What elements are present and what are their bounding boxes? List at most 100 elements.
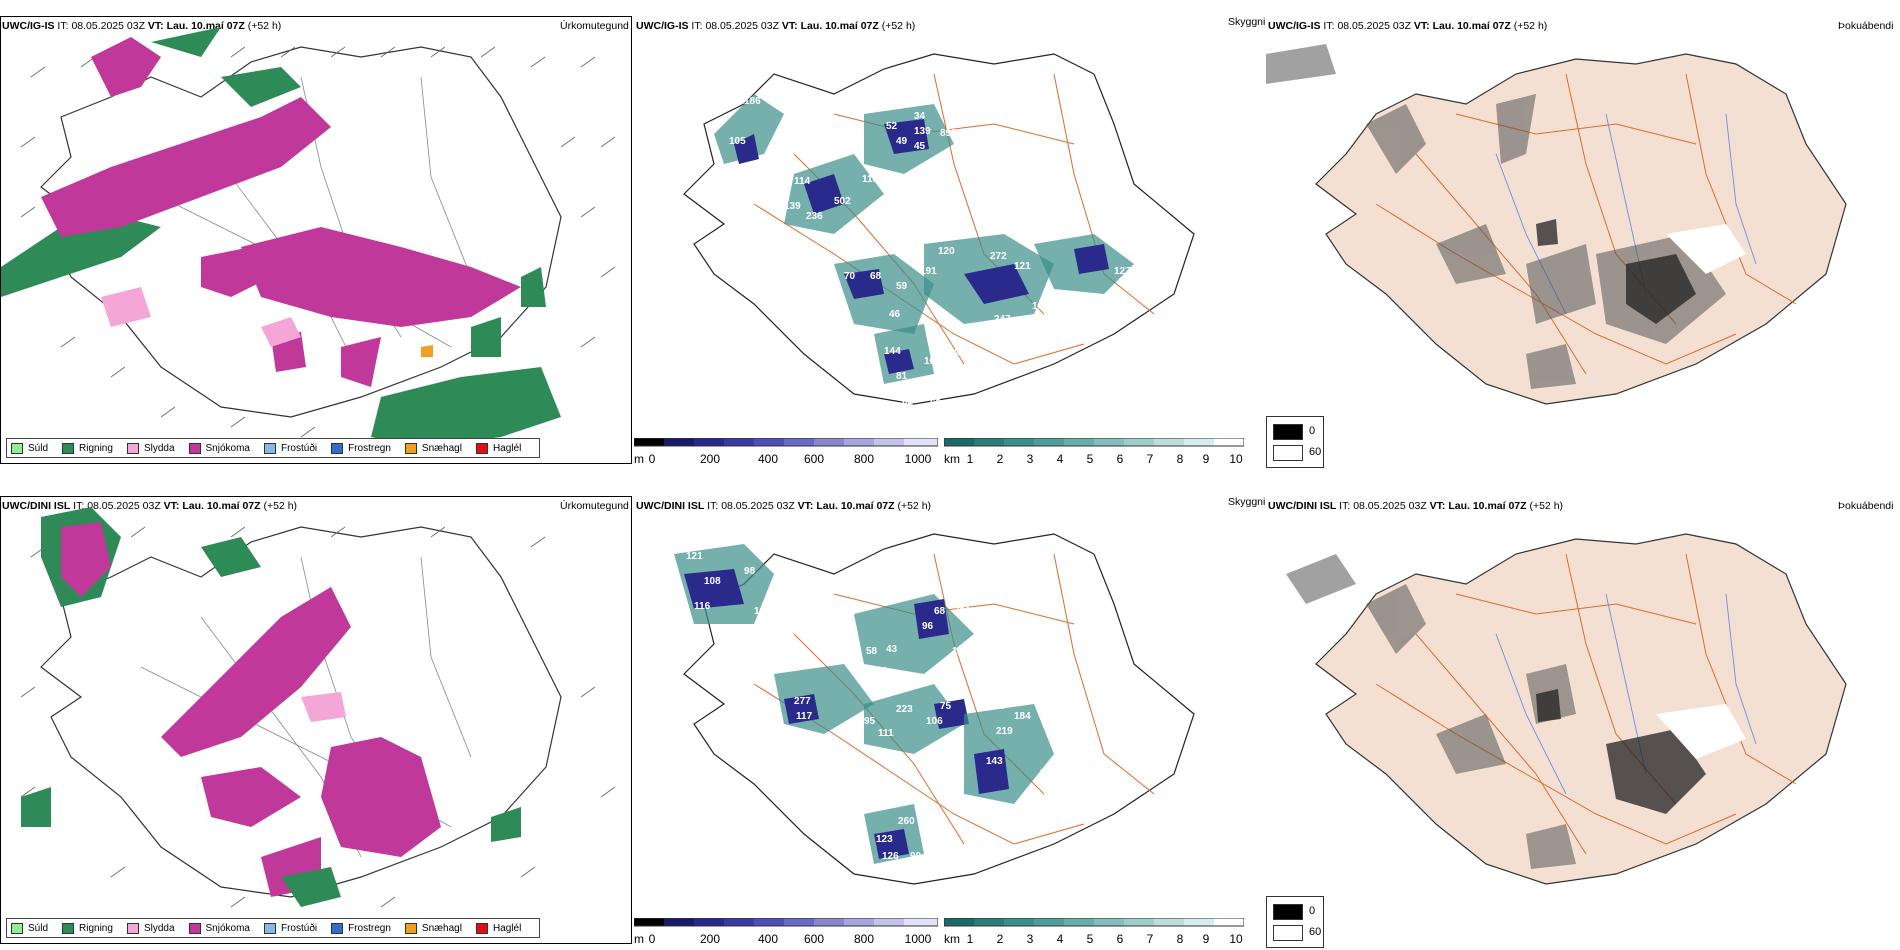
ceiling-label: 91: [954, 348, 966, 359]
lead-time: (+52 h): [881, 20, 916, 32]
fog-legend-high: 60: [1309, 446, 1322, 458]
ceiling-label: 272: [990, 251, 1007, 262]
legend-label: Frostregn: [348, 442, 391, 454]
legend-label: Slydda: [143, 442, 175, 454]
model-name: UWC/DINI ISL: [2, 500, 71, 512]
legend-swatch: [11, 442, 23, 454]
param-title: Skyggni: [1228, 496, 1266, 508]
ceiling-tick: 0: [648, 932, 656, 946]
vis-tick: 7: [1146, 932, 1154, 946]
legend-swatch: [62, 442, 75, 454]
ceiling-label: 126: [729, 226, 746, 237]
ceiling-label: 729: [954, 606, 971, 617]
legend-label: Súld: [28, 442, 49, 454]
panel-header: UWC/IG-IS IT: 08.05.2025 03Z VT: Lau. 10…: [636, 20, 915, 32]
ceiling-label: 75: [940, 701, 952, 712]
ceiling-tick: 600: [803, 932, 825, 946]
vis-tick: 2: [996, 452, 1004, 466]
vt-value: Lau. 10.maí 07Z: [166, 20, 245, 32]
precip-map[interactable]: [0, 496, 632, 944]
ceiling-label: 98: [744, 566, 756, 577]
ceiling-label: 108: [704, 576, 721, 587]
it-value: 08.05.2025 03Z: [721, 500, 795, 512]
legend-swatch: [62, 922, 75, 934]
ceiling-tick: 200: [699, 932, 721, 946]
ceiling-label: 49: [896, 136, 908, 147]
legend-swatch: [188, 922, 201, 934]
ceiling-label: 111: [878, 728, 894, 739]
legend-item: Snæhagl: [404, 442, 462, 454]
visibility-unit: km: [944, 452, 960, 466]
lead-time: (+52 h): [1513, 20, 1548, 32]
ceiling-label: 34: [914, 111, 926, 122]
legend-label: Frostúði: [280, 442, 318, 454]
lead-time: (+52 h): [1529, 500, 1564, 512]
ceiling-colorbar: m 0 200 400 600 800 1000: [634, 438, 938, 468]
vis-tick: 10: [1229, 452, 1243, 466]
ceiling-label: 59: [896, 281, 908, 292]
fog-legend: 0 60: [1266, 416, 1324, 468]
model-name: UWC/IG-IS: [636, 20, 689, 32]
vt-label: VT:: [163, 500, 180, 512]
ceiling-label: 247: [994, 314, 1011, 325]
legend-item: Snjókoma: [188, 442, 250, 454]
ceiling-label: 51: [1054, 321, 1066, 332]
ceiling-label: 143: [986, 756, 1003, 767]
ceiling-label: 186: [744, 96, 761, 107]
ceiling-label: 502: [834, 196, 851, 207]
panel-header: UWC/DINI ISL IT: 08.05.2025 03Z VT: Lau.…: [636, 500, 931, 512]
ceiling-label: 105: [729, 136, 746, 147]
vis-tick: 4: [1056, 932, 1064, 946]
visibility-colorbar: km 1 2 3 4 5 6 7 8 9 10: [944, 438, 1244, 468]
ceiling-label: 107: [870, 666, 887, 677]
legend-swatch: [263, 442, 276, 454]
ceiling-tick: 0: [648, 452, 656, 466]
legend-swatch: [126, 922, 139, 934]
ceiling-label: 359: [774, 226, 791, 237]
visibility-map[interactable]: 121 98 108 116 138 68 96 729 123 58 43 1…: [634, 514, 1264, 914]
ceiling-label: 116: [694, 601, 711, 612]
vis-tick: 6: [1116, 932, 1124, 946]
ceiling-label: 144: [884, 346, 901, 357]
legend-label: Snæhagl: [421, 442, 462, 454]
ceiling-label: 43: [886, 644, 898, 655]
precip-panel-top: UWC/IG-IS IT: 08.05.2025 03Z VT: Lau. 10…: [0, 14, 632, 464]
it-label: IT:: [73, 500, 85, 512]
ceiling-label: 120: [938, 246, 955, 257]
legend-swatch: [331, 922, 344, 934]
it-label: IT:: [1323, 20, 1335, 32]
vis-tick: 6: [1116, 452, 1124, 466]
ceiling-label: 14: [994, 701, 1006, 712]
legend-label: Súld: [28, 922, 49, 934]
legend-label: Snæhagl: [421, 922, 462, 934]
ceiling-label: 117: [796, 711, 813, 722]
panel-header: UWC/IG-IS IT: 08.05.2025 03Z VT: Lau. 10…: [2, 20, 281, 32]
ceiling-label: 223: [896, 704, 913, 715]
ceiling-label: 58: [866, 646, 878, 657]
ceiling-label: 10: [942, 166, 954, 177]
ceiling-label: 123: [952, 646, 969, 657]
ceiling-unit: m: [634, 932, 644, 946]
panel-header: UWC/DINI ISL IT: 08.05.2025 03Z VT: Lau.…: [2, 500, 297, 512]
legend-item: Frostúði: [263, 922, 317, 934]
visibility-map[interactable]: 186 105 52 34 139 899 49 45 10 114 502 1…: [634, 34, 1264, 434]
legend-label: Snjókoma: [205, 922, 250, 934]
visibility-unit: km: [944, 932, 960, 946]
legend-item: Haglél: [475, 442, 521, 454]
ceiling-label: 219: [996, 726, 1013, 737]
legend-swatch: [11, 922, 23, 934]
ceiling-label: 68: [870, 271, 882, 282]
fog-legend-light-swatch: [1273, 445, 1303, 461]
precip-legend: Súld Rigning Slydda Snjókoma Frostúði Fr…: [6, 918, 541, 938]
ceiling-label: 62: [902, 396, 914, 407]
vis-tick: 8: [1176, 452, 1184, 466]
precip-panel-bottom: UWC/DINI ISL IT: 08.05.2025 03Z VT: Lau.…: [0, 494, 632, 944]
precip-map[interactable]: [0, 16, 632, 464]
legend-item: Snæhagl: [404, 922, 462, 934]
fog-map[interactable]: [1266, 34, 1898, 434]
fog-map[interactable]: [1266, 514, 1898, 914]
legend-label: Frostregn: [348, 922, 391, 934]
legend-swatch: [475, 442, 488, 454]
legend-label: Rigning: [79, 922, 113, 934]
